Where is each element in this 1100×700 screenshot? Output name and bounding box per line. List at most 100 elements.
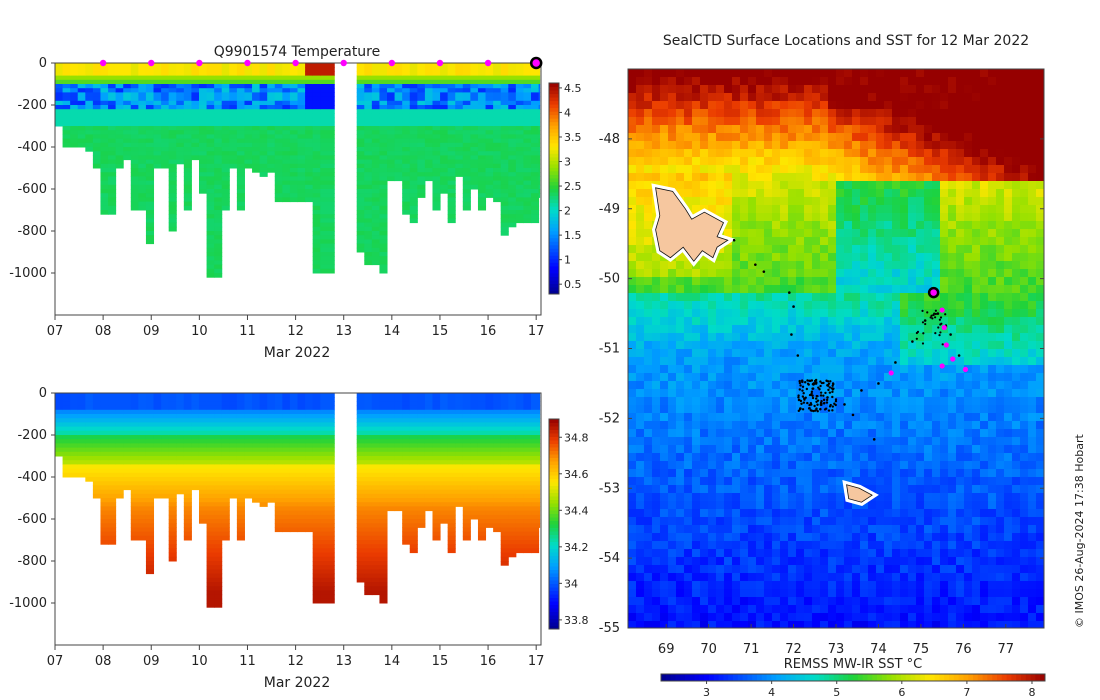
profile-cell — [320, 243, 335, 249]
profile-cell — [364, 493, 373, 499]
profile-cell — [123, 456, 132, 461]
profile-cell — [305, 418, 314, 423]
profile-cell — [312, 231, 321, 236]
profile-cell — [297, 527, 306, 533]
profile-cell — [485, 430, 494, 436]
profile-cell — [387, 502, 396, 507]
sst-cell — [668, 421, 677, 430]
profile-cell — [70, 100, 79, 106]
profile-cell — [538, 489, 541, 495]
profile-cell — [183, 184, 192, 190]
profile-cell — [77, 439, 86, 444]
profile-cell — [289, 193, 299, 198]
profile-cell — [440, 84, 449, 89]
x-tick-label: 14 — [384, 654, 401, 669]
sst-cell — [684, 85, 693, 94]
profile-cell — [100, 75, 109, 81]
profile-cell — [191, 88, 200, 93]
sst-cell — [684, 533, 693, 542]
sst-cell — [636, 565, 645, 574]
profile-cell — [183, 439, 192, 444]
profile-cell — [297, 510, 306, 516]
profile-cell — [531, 435, 540, 440]
profile-cell — [538, 180, 541, 186]
profile-cell — [440, 75, 449, 81]
profile-cell — [320, 247, 335, 253]
profile-cell — [356, 418, 365, 423]
profile-cell — [145, 561, 155, 566]
profile-cell — [221, 535, 230, 541]
profile-cell — [206, 260, 215, 266]
sst-cell — [660, 181, 669, 190]
profile-cell — [485, 510, 494, 516]
profile-cell — [214, 92, 223, 98]
profile-cell — [379, 435, 388, 440]
sst-cell — [628, 101, 637, 110]
profile-cell — [320, 172, 335, 177]
profile-cell — [274, 498, 283, 503]
profile-cell — [77, 397, 86, 402]
profile-cell — [402, 514, 411, 520]
profile-cell — [244, 435, 253, 440]
profile-cell — [252, 63, 261, 68]
sst-cell — [644, 389, 653, 398]
profile-cell — [470, 159, 479, 165]
sst-cell — [644, 101, 653, 110]
profile-cell — [485, 506, 494, 512]
profile-cell — [85, 426, 94, 432]
profile-cell — [394, 409, 403, 415]
profile-cell — [470, 498, 479, 503]
profile-cell — [356, 134, 365, 140]
profile-cell — [371, 577, 380, 583]
profile-cell — [523, 180, 532, 186]
profile-cell — [282, 71, 291, 77]
profile-cell — [477, 172, 487, 177]
profile-cell — [470, 430, 479, 436]
sst-cell — [668, 341, 677, 350]
profile-cell — [477, 502, 487, 507]
profile-cell — [145, 79, 155, 85]
profile-cell — [485, 401, 494, 407]
profile-cell — [198, 405, 208, 411]
profile-cell — [402, 468, 411, 474]
profile-cell — [432, 172, 441, 177]
profile-cell — [312, 544, 321, 549]
profile-cell — [198, 75, 208, 81]
sst-cell — [684, 349, 693, 358]
profile-cell — [297, 460, 306, 465]
profile-cell — [508, 464, 517, 470]
profile-cell — [145, 100, 155, 106]
colorbar-segment — [549, 496, 559, 500]
profile-cell — [387, 409, 396, 415]
profile-cell — [198, 121, 208, 127]
sst-cell — [628, 293, 637, 302]
profile-cell — [145, 443, 155, 449]
profile-cell — [62, 138, 71, 144]
profile-cell — [206, 426, 215, 432]
colorbar-segment — [549, 255, 559, 260]
profile-cell — [462, 489, 471, 495]
profile-cell — [145, 414, 155, 419]
profile-cell — [289, 96, 299, 102]
profile-cell — [145, 214, 155, 219]
profile-cell — [379, 113, 388, 119]
profile-cell — [523, 159, 532, 165]
profile-cell — [447, 180, 456, 186]
colorbar-tick-label: 34.4 — [564, 504, 589, 517]
profile-cell — [289, 147, 299, 152]
profile-cell — [508, 184, 517, 190]
profile-cell — [531, 155, 540, 161]
sst-cell — [660, 597, 669, 606]
profile-cell — [379, 67, 388, 72]
profile-cell — [356, 205, 365, 211]
profile-cell — [123, 426, 132, 432]
profile-cell — [108, 75, 117, 81]
profile-cell — [432, 498, 441, 503]
profile-cell — [85, 96, 94, 102]
profile-cell — [477, 519, 487, 524]
profile-cell — [161, 155, 170, 161]
profile-cell — [100, 443, 109, 449]
profile-cell — [379, 527, 388, 533]
profile-cell — [183, 117, 192, 123]
sst-cell — [652, 261, 661, 270]
